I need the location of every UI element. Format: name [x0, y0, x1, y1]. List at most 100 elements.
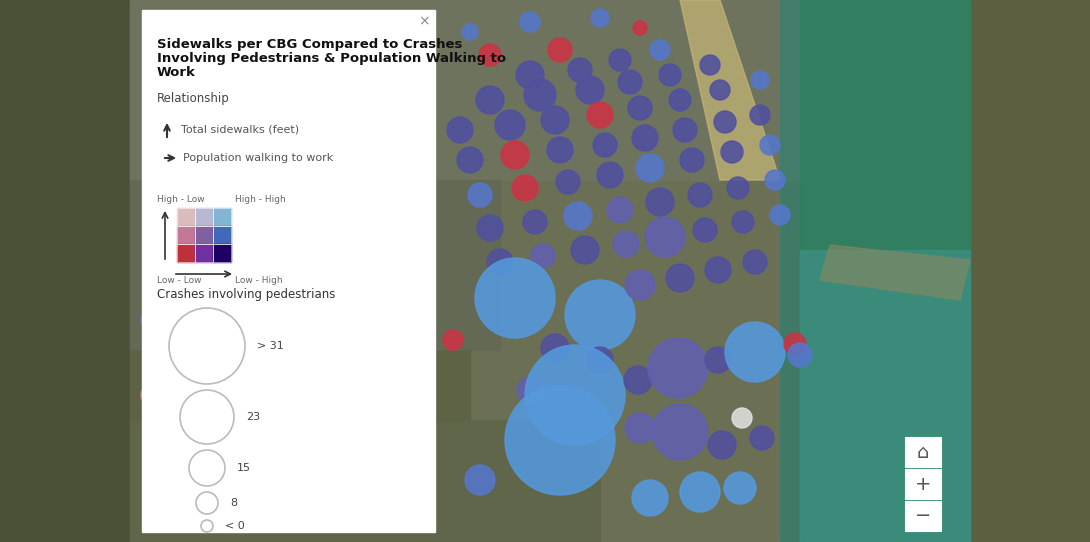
Circle shape [646, 188, 674, 216]
Circle shape [468, 183, 492, 207]
Circle shape [750, 105, 770, 125]
Text: +: + [915, 474, 931, 494]
Circle shape [708, 431, 736, 459]
Bar [130, 0, 780, 542]
Circle shape [720, 141, 743, 163]
Circle shape [680, 148, 704, 172]
Circle shape [693, 218, 717, 242]
Text: ×: × [419, 14, 429, 28]
Circle shape [625, 413, 655, 443]
Circle shape [725, 322, 785, 382]
Circle shape [710, 80, 730, 100]
Circle shape [788, 343, 812, 367]
Circle shape [523, 210, 547, 234]
Bar [177, 244, 195, 262]
Bar [800, 0, 970, 250]
Text: Sidewalks per CBG Compared to Crashes: Sidewalks per CBG Compared to Crashes [157, 38, 462, 51]
Bar [905, 501, 941, 531]
Bar [213, 226, 231, 244]
Circle shape [628, 96, 652, 120]
Circle shape [650, 40, 670, 60]
Circle shape [714, 111, 736, 133]
Circle shape [465, 465, 495, 495]
Bar [177, 208, 195, 226]
Circle shape [705, 347, 731, 373]
Circle shape [666, 264, 694, 292]
Circle shape [495, 110, 525, 140]
Circle shape [732, 408, 752, 428]
Circle shape [751, 71, 770, 89]
Circle shape [760, 135, 780, 155]
Circle shape [680, 472, 720, 512]
Circle shape [564, 202, 592, 230]
Polygon shape [820, 245, 970, 300]
Polygon shape [680, 0, 780, 180]
Circle shape [784, 333, 806, 355]
Circle shape [524, 79, 556, 111]
Text: 23: 23 [246, 412, 261, 422]
Bar [195, 244, 213, 262]
Circle shape [541, 106, 569, 134]
Circle shape [541, 334, 569, 362]
Circle shape [571, 236, 600, 264]
Circle shape [476, 86, 504, 114]
Circle shape [632, 125, 658, 151]
Bar [213, 244, 231, 262]
Bar [213, 226, 231, 244]
Bar [130, 350, 470, 420]
Circle shape [633, 21, 647, 35]
Text: High - Low: High - Low [157, 195, 205, 204]
Bar [177, 226, 195, 244]
Bar [195, 226, 213, 244]
Circle shape [705, 257, 731, 283]
Circle shape [727, 177, 749, 199]
Text: Low - Low: Low - Low [157, 276, 202, 285]
Circle shape [613, 231, 639, 257]
Circle shape [632, 480, 668, 516]
Circle shape [645, 217, 685, 257]
Circle shape [443, 330, 463, 350]
Bar [195, 244, 213, 262]
Circle shape [501, 141, 529, 169]
Circle shape [505, 385, 615, 495]
Bar [213, 208, 231, 226]
Text: 15: 15 [237, 463, 251, 473]
Bar [130, 180, 500, 350]
Circle shape [652, 404, 708, 460]
Circle shape [623, 366, 652, 394]
Circle shape [141, 306, 169, 334]
Circle shape [149, 251, 167, 269]
Bar [142, 10, 435, 532]
Text: 8: 8 [230, 498, 238, 508]
Bar [800, 250, 970, 542]
Text: Total sidewalks (feet): Total sidewalks (feet) [181, 125, 299, 135]
Circle shape [487, 249, 513, 275]
Circle shape [597, 162, 623, 188]
Circle shape [556, 170, 580, 194]
Circle shape [618, 70, 642, 94]
Circle shape [525, 345, 625, 445]
Circle shape [607, 197, 633, 223]
Circle shape [479, 44, 501, 66]
Text: Low - High: Low - High [235, 276, 282, 285]
Bar [130, 0, 800, 180]
Circle shape [477, 215, 502, 241]
Circle shape [647, 338, 708, 398]
Circle shape [591, 9, 609, 27]
Text: > 31: > 31 [257, 341, 283, 351]
Circle shape [447, 117, 473, 143]
Bar [195, 208, 213, 226]
Circle shape [688, 183, 712, 207]
Bar [905, 469, 941, 499]
Text: Relationship: Relationship [157, 92, 230, 105]
Circle shape [750, 426, 774, 450]
Text: < 0: < 0 [225, 521, 245, 531]
Text: Population walking to work: Population walking to work [183, 153, 334, 163]
Circle shape [588, 347, 613, 373]
Bar [177, 208, 195, 226]
Text: ⌂: ⌂ [917, 442, 929, 461]
Circle shape [700, 55, 720, 75]
Bar [195, 226, 213, 244]
Circle shape [475, 258, 555, 338]
Circle shape [457, 147, 483, 173]
